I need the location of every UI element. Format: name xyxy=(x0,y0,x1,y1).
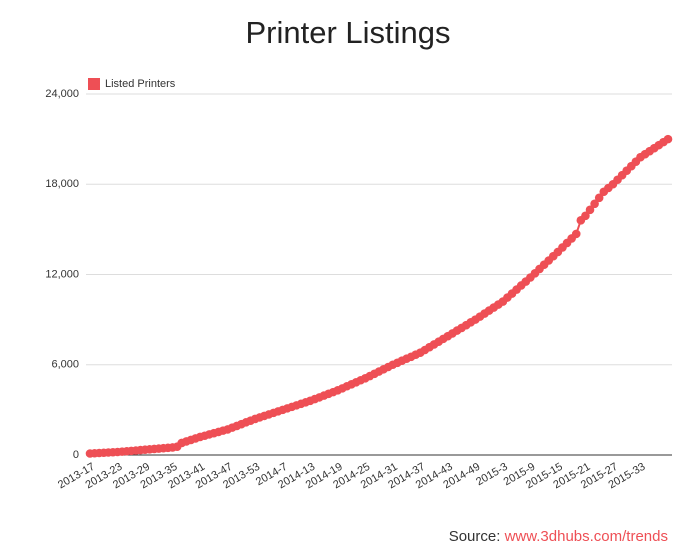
series-line xyxy=(89,138,669,455)
y-tick-label: 12,000 xyxy=(45,268,79,280)
point xyxy=(663,134,673,144)
y-tick-label: 24,000 xyxy=(45,88,79,100)
point xyxy=(581,211,590,221)
legend-label: Listed Printers xyxy=(105,78,176,90)
y-tick-label: 6,000 xyxy=(51,359,79,371)
legend-swatch xyxy=(88,78,100,90)
source: Source: www.3dhubs.com/trends xyxy=(449,528,668,545)
point xyxy=(585,205,595,215)
point xyxy=(594,193,604,203)
point xyxy=(571,229,581,239)
source-label: Source: xyxy=(449,528,501,545)
y-tick-label: 18,000 xyxy=(45,178,79,190)
point xyxy=(590,199,599,209)
chart-title: Printer Listings xyxy=(245,15,450,50)
source-url[interactable]: www.3dhubs.com/trends xyxy=(504,528,668,545)
y-tick-label: 0 xyxy=(73,449,79,461)
